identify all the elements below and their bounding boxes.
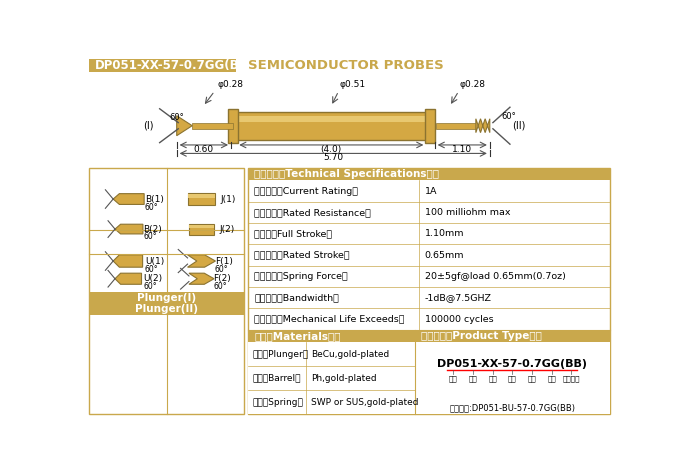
Text: U(2): U(2) <box>143 274 162 283</box>
Polygon shape <box>476 119 490 133</box>
Text: 材质（Materials）：: 材质（Materials）： <box>254 331 341 341</box>
Polygon shape <box>177 116 192 136</box>
Text: 弹簧（Spring）: 弹簧（Spring） <box>252 398 303 407</box>
Text: (4.0): (4.0) <box>321 145 342 154</box>
FancyBboxPatch shape <box>188 193 216 205</box>
FancyBboxPatch shape <box>189 225 214 227</box>
Text: 弹力: 弹力 <box>528 376 536 382</box>
Text: J(1): J(1) <box>221 195 236 204</box>
Polygon shape <box>115 224 143 234</box>
Text: 测试寿命（Mechanical Life Exceeds）: 测试寿命（Mechanical Life Exceeds） <box>254 314 404 323</box>
Text: 针管（Barrel）: 针管（Barrel） <box>252 374 301 383</box>
Text: DP051-XX-57-0.7GG(BB): DP051-XX-57-0.7GG(BB) <box>437 359 587 368</box>
Text: 5.70: 5.70 <box>323 153 343 162</box>
Polygon shape <box>188 255 216 267</box>
Text: 20±5gf@load 0.65mm(0.7oz): 20±5gf@load 0.65mm(0.7oz) <box>425 272 565 281</box>
Text: 额定电阻（Rated Resistance）: 额定电阻（Rated Resistance） <box>254 208 371 217</box>
FancyBboxPatch shape <box>192 123 233 129</box>
FancyBboxPatch shape <box>89 292 244 304</box>
FancyBboxPatch shape <box>415 330 610 415</box>
Text: 60°: 60° <box>145 203 158 212</box>
Text: U(1): U(1) <box>145 257 164 266</box>
Text: Plunger(II): Plunger(II) <box>135 305 198 314</box>
Polygon shape <box>113 255 143 267</box>
Polygon shape <box>115 273 142 284</box>
Text: B(1): B(1) <box>145 195 164 204</box>
Text: 技术要求（Technical Specifications）：: 技术要求（Technical Specifications）： <box>254 169 439 179</box>
Text: 额定弹力（Spring Force）: 额定弹力（Spring Force） <box>254 272 348 281</box>
Text: 规格: 规格 <box>469 376 477 382</box>
Text: 成品型号（Product Type）：: 成品型号（Product Type）： <box>421 331 542 341</box>
Text: 60°: 60° <box>143 232 157 241</box>
FancyBboxPatch shape <box>228 109 238 142</box>
Text: 订购举例:DP051-BU-57-0.7GG(BB): 订购举例:DP051-BU-57-0.7GG(BB) <box>449 403 576 412</box>
Text: 100 milliohm max: 100 milliohm max <box>425 208 510 217</box>
Text: SEMICONDUCTOR PROBES: SEMICONDUCTOR PROBES <box>248 59 444 72</box>
FancyBboxPatch shape <box>248 168 610 415</box>
Text: F(1): F(1) <box>215 257 233 266</box>
FancyBboxPatch shape <box>89 60 237 72</box>
FancyBboxPatch shape <box>233 116 430 122</box>
Polygon shape <box>113 194 144 204</box>
FancyBboxPatch shape <box>189 224 214 235</box>
FancyBboxPatch shape <box>89 304 244 315</box>
FancyBboxPatch shape <box>248 330 415 342</box>
Text: J(2): J(2) <box>220 225 235 234</box>
Text: Plunger(I): Plunger(I) <box>137 293 196 303</box>
Text: 针头（Plunger）: 针头（Plunger） <box>252 350 309 359</box>
FancyBboxPatch shape <box>248 168 610 180</box>
Text: 额定电流（Current Rating）: 额定电流（Current Rating） <box>254 187 358 196</box>
Text: -1dB@7.5GHZ: -1dB@7.5GHZ <box>425 293 492 302</box>
Text: (I): (I) <box>143 121 154 131</box>
FancyBboxPatch shape <box>248 330 415 415</box>
Text: φ0.51: φ0.51 <box>340 80 366 89</box>
Text: 1A: 1A <box>425 187 437 196</box>
Text: 60°: 60° <box>145 265 158 274</box>
Text: BeCu,gold-plated: BeCu,gold-plated <box>311 350 389 359</box>
Text: 系列: 系列 <box>449 376 458 382</box>
FancyBboxPatch shape <box>89 168 244 415</box>
FancyBboxPatch shape <box>415 330 610 342</box>
Text: 0.65mm: 0.65mm <box>425 251 464 259</box>
Text: F(2): F(2) <box>213 274 231 283</box>
Text: 1.10mm: 1.10mm <box>425 229 464 238</box>
Text: 60°: 60° <box>215 265 228 274</box>
Text: 60°: 60° <box>501 112 516 121</box>
Text: 总长: 总长 <box>508 376 517 382</box>
Text: 头型: 头型 <box>488 376 497 382</box>
Text: DP051-XX-57-0.7GG(BB): DP051-XX-57-0.7GG(BB) <box>95 59 254 72</box>
FancyBboxPatch shape <box>233 112 430 140</box>
Text: B(2): B(2) <box>143 225 162 234</box>
Text: φ0.28: φ0.28 <box>460 80 486 89</box>
Polygon shape <box>189 273 214 284</box>
Text: 额定行程（Rated Stroke）: 额定行程（Rated Stroke） <box>254 251 350 259</box>
Text: 100000 cycles: 100000 cycles <box>425 314 493 323</box>
FancyBboxPatch shape <box>188 195 216 197</box>
Text: 0.60: 0.60 <box>194 145 214 154</box>
FancyBboxPatch shape <box>436 123 476 129</box>
Text: Ph,gold-plated: Ph,gold-plated <box>311 374 376 383</box>
Text: 1.10: 1.10 <box>452 145 473 154</box>
Text: 频率带宽（Bandwidth）: 频率带宽（Bandwidth） <box>254 293 339 302</box>
Text: 镀金: 镀金 <box>547 376 556 382</box>
Text: 60°: 60° <box>169 113 183 123</box>
Text: 针头材质: 针头材质 <box>563 376 580 382</box>
Text: 60°: 60° <box>213 282 226 291</box>
Text: 60°: 60° <box>143 282 157 291</box>
Text: 满行程（Full Stroke）: 满行程（Full Stroke） <box>254 229 332 238</box>
Text: (II): (II) <box>513 121 526 131</box>
Text: φ0.28: φ0.28 <box>217 80 243 89</box>
FancyBboxPatch shape <box>425 109 435 142</box>
Text: SWP or SUS,gold-plated: SWP or SUS,gold-plated <box>311 398 418 407</box>
